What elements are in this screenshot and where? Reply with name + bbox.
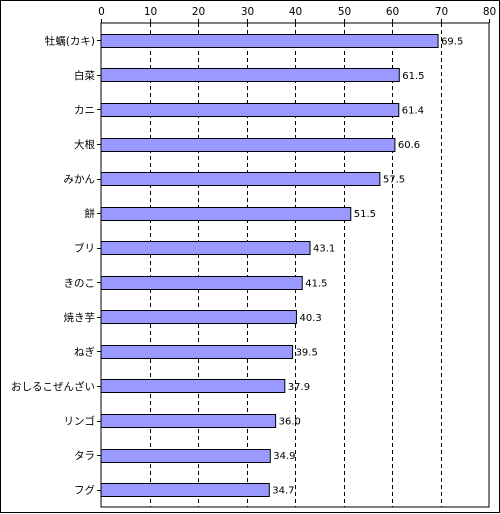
category-label: ブリ [74, 242, 95, 255]
bar [100, 276, 303, 290]
x-tick-label: 40 [289, 6, 302, 18]
x-tick-label: 10 [144, 6, 157, 18]
data-label: 34.7 [272, 486, 294, 497]
category-label: カニ [74, 104, 95, 116]
category-label: 牡蠣(カキ) [45, 34, 95, 47]
category-labels: 牡蠣(カキ) 白菜カニ大根みかん餅ブリきのこ焼き芋ねぎおしるこぜんざいリンゴタラフ… [11, 34, 96, 496]
data-label: 61.4 [402, 105, 424, 116]
data-label: 60.6 [398, 140, 420, 151]
category-label: リンゴ [64, 415, 96, 428]
bars [100, 34, 439, 497]
category-label: おしるこぜんざい [11, 380, 95, 393]
category-label: タラ [74, 450, 95, 462]
data-label: 40.3 [299, 313, 321, 324]
data-label: 41.5 [305, 278, 327, 289]
category-label: きのこ [64, 277, 96, 289]
data-label: 57.5 [383, 175, 405, 186]
data-label: 34.9 [273, 451, 295, 462]
bar [100, 68, 400, 82]
data-label: 39.5 [296, 347, 318, 358]
bar [100, 172, 381, 186]
category-label: 焼き芋 [64, 312, 96, 324]
bar [100, 34, 439, 48]
data-label: 51.5 [354, 209, 376, 220]
grid-layer [97, 19, 490, 508]
x-tick-label: 70 [435, 6, 448, 18]
data-label: 43.1 [313, 244, 335, 255]
bar [100, 379, 286, 393]
category-label: ねぎ [74, 345, 95, 358]
bar [100, 207, 352, 221]
x-tick-label: 30 [241, 6, 254, 18]
x-tick-label: 60 [386, 6, 399, 18]
data-label: 36.0 [279, 417, 301, 428]
bar [100, 449, 271, 463]
x-tick-label: 80 [483, 6, 496, 18]
data-label: 69.5 [441, 36, 463, 47]
category-label: 大根 [74, 138, 95, 151]
category-label: 白菜 [74, 69, 95, 82]
x-tick-label: 20 [192, 6, 205, 18]
value-labels: 69.5 61.5 61.4 60.6 57.5 51.5 43.1 41.5 40.3 39.5… [272, 36, 463, 496]
bar [100, 241, 311, 255]
bar [100, 103, 400, 117]
bar [100, 483, 270, 497]
bar [100, 414, 277, 428]
bar [100, 138, 396, 152]
bar [100, 345, 294, 359]
category-label: みかん [64, 174, 96, 186]
x-tick-label: 0 [98, 6, 105, 18]
x-tick-labels: 0 10 20 30 40 50 60 70 80 [98, 6, 496, 18]
category-label: 餅 [85, 207, 96, 220]
bar [100, 310, 297, 324]
x-tick-label: 50 [338, 6, 351, 18]
data-label: 37.9 [288, 382, 310, 393]
category-label: フグ [74, 484, 95, 497]
data-label: 61.5 [402, 71, 424, 82]
